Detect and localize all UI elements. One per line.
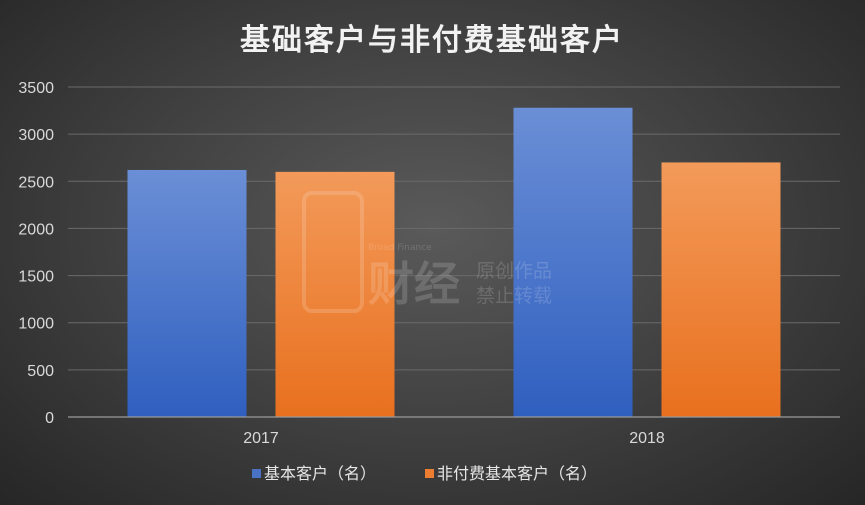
bar-2018-series-0	[513, 107, 633, 417]
y-tick-label: 2500	[18, 174, 54, 191]
x-category-label: 2017	[243, 430, 279, 447]
x-category-label: 2018	[629, 430, 665, 447]
chart-title: 基础客户与非付费基础客户	[240, 23, 624, 58]
y-tick-label: 1500	[18, 269, 54, 286]
watermark: Broad Finance 财经 原创作品 禁止转载	[302, 191, 552, 313]
y-tick-label: 0	[45, 410, 54, 427]
legend-label-1: 非付费基本客户（名）	[437, 464, 597, 483]
bar-2017-series-0	[127, 169, 247, 417]
watermark-brand: Broad Finance	[368, 243, 432, 253]
y-tick-label: 3000	[18, 127, 54, 144]
y-tick-label: 500	[27, 363, 54, 380]
legend-swatch-1	[425, 469, 434, 478]
y-tick-label: 3500	[18, 80, 54, 97]
x-axis-categories: 2017 2018	[243, 430, 665, 447]
bar-2018-series-1	[661, 162, 781, 417]
watermark-line1: 原创作品	[476, 260, 552, 282]
y-tick-label: 2000	[18, 221, 54, 238]
bar-2017-series-1	[275, 171, 395, 417]
watermark-line2: 禁止转载	[476, 285, 552, 307]
legend-label-0: 基本客户（名）	[264, 464, 376, 483]
legend: 基本客户（名） 非付费基本客户（名）	[252, 464, 597, 483]
bars	[127, 107, 781, 417]
watermark-logo-icon	[302, 191, 364, 313]
y-axis-ticks: 0 500 1000 1500 2000 2500 3000 3500	[18, 80, 54, 427]
watermark-logo-text: 财经	[368, 257, 460, 311]
legend-swatch-0	[252, 469, 261, 478]
y-tick-label: 1000	[18, 316, 54, 333]
